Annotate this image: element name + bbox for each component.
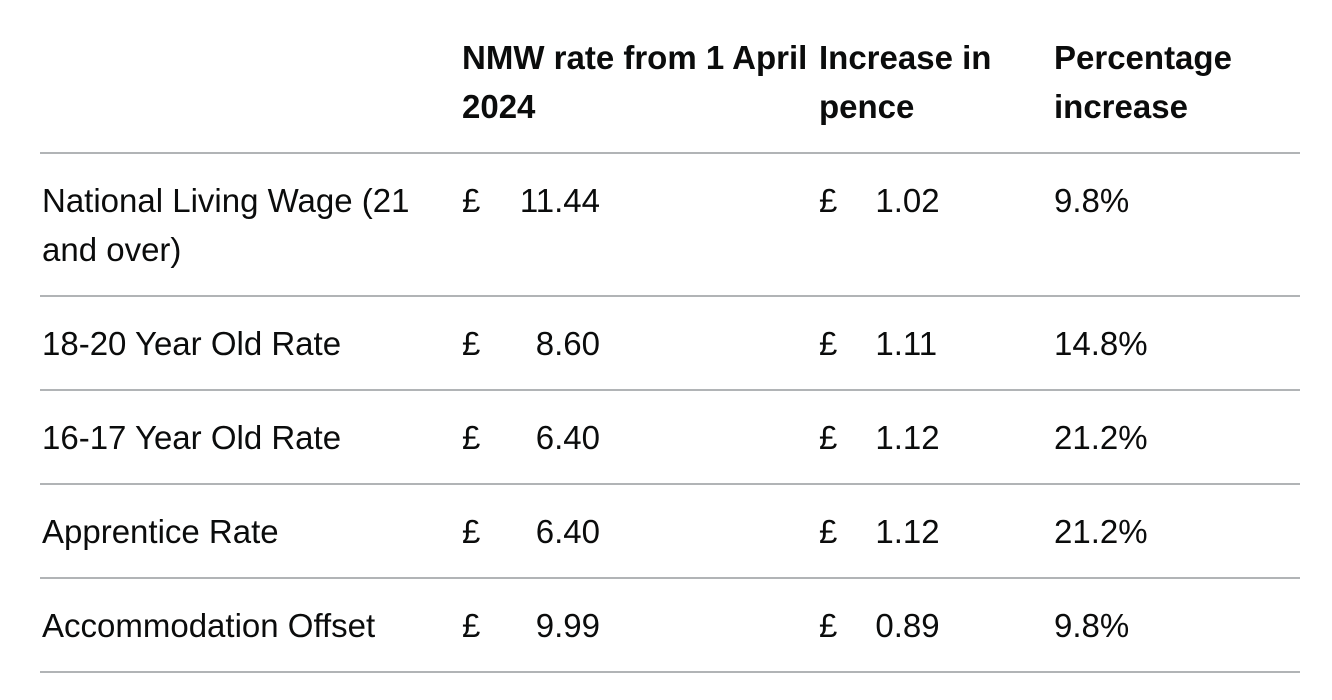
rate-wrap: £9.99	[462, 601, 600, 650]
currency: £	[462, 513, 481, 550]
currency: £	[819, 182, 838, 219]
header-row: NMW rate from 1 April 2024 Increase in p…	[40, 0, 1300, 154]
percentage: 9.8%	[1054, 578, 1300, 673]
increase-cell: £1.12	[819, 390, 1054, 485]
rate-amount: 6.40	[535, 513, 600, 550]
header-cell: Increase in pence	[819, 0, 1054, 154]
increase-amount: 1.02	[875, 182, 940, 219]
rate-cell: £6.40	[462, 390, 819, 485]
increase-cell: £1.02	[819, 153, 1054, 297]
increase-wrap: £1.12	[819, 413, 1054, 462]
rate-wrap: £11.44	[462, 176, 600, 225]
table-row: Accommodation Offset £9.99 £0.89 9.8%	[40, 578, 1300, 673]
increase-cell: £0.89	[819, 578, 1054, 673]
increase-amount: 1.12	[875, 419, 940, 456]
percentage: 14.8%	[1054, 296, 1300, 391]
row-label: National Living Wage (21 and over)	[40, 153, 462, 297]
table-row: 18-20 Year Old Rate £8.60 £1.11 14.8%	[40, 296, 1300, 391]
increase-wrap: £1.11	[819, 319, 1054, 368]
increase-cell: £1.12	[819, 484, 1054, 579]
table-row: 16-17 Year Old Rate £6.40 £1.12 21.2%	[40, 390, 1300, 485]
rate-cell: £11.44	[462, 153, 819, 297]
increase-wrap: £1.12	[819, 507, 1054, 556]
row-label: Apprentice Rate	[40, 484, 462, 579]
row-label: Accommodation Offset	[40, 578, 462, 673]
increase-amount: 1.11	[875, 325, 938, 362]
wage-table: NMW rate from 1 April 2024 Increase in p…	[40, 0, 1300, 673]
currency: £	[819, 325, 838, 362]
rate-wrap: £8.60	[462, 319, 600, 368]
increase-amount: 0.89	[875, 607, 940, 644]
percentage: 21.2%	[1054, 390, 1300, 485]
rate-wrap: £6.40	[462, 507, 600, 556]
increase-wrap: £1.02	[819, 176, 1054, 225]
rate-amount: 6.40	[535, 419, 600, 456]
rate-amount: 9.99	[535, 607, 600, 644]
rate-cell: £8.60	[462, 296, 819, 391]
rate-amount: 8.60	[535, 325, 600, 362]
table-row: National Living Wage (21 and over) £11.44…	[40, 153, 1300, 297]
percentage: 21.2%	[1054, 484, 1300, 579]
currency: £	[819, 419, 838, 456]
row-label: 16-17 Year Old Rate	[40, 390, 462, 485]
rate-amount: 11.44	[519, 182, 600, 219]
currency: £	[462, 419, 481, 456]
increase-amount: 1.12	[875, 513, 940, 550]
increase-cell: £1.11	[819, 296, 1054, 391]
header-cell: Percentage increase	[1054, 0, 1300, 154]
table-body: National Living Wage (21 and over) £11.44…	[40, 153, 1300, 673]
currency: £	[462, 607, 481, 644]
header-cell: NMW rate from 1 April 2024	[462, 0, 819, 154]
rate-wrap: £6.40	[462, 413, 600, 462]
header-cell	[40, 0, 462, 154]
currency: £	[462, 182, 481, 219]
table-row: Apprentice Rate £6.40 £1.12 21.2%	[40, 484, 1300, 579]
increase-wrap: £0.89	[819, 601, 1054, 650]
rate-cell: £6.40	[462, 484, 819, 579]
rate-cell: £9.99	[462, 578, 819, 673]
currency: £	[819, 513, 838, 550]
currency: £	[819, 607, 838, 644]
percentage: 9.8%	[1054, 153, 1300, 297]
currency: £	[462, 325, 481, 362]
row-label: 18-20 Year Old Rate	[40, 296, 462, 391]
